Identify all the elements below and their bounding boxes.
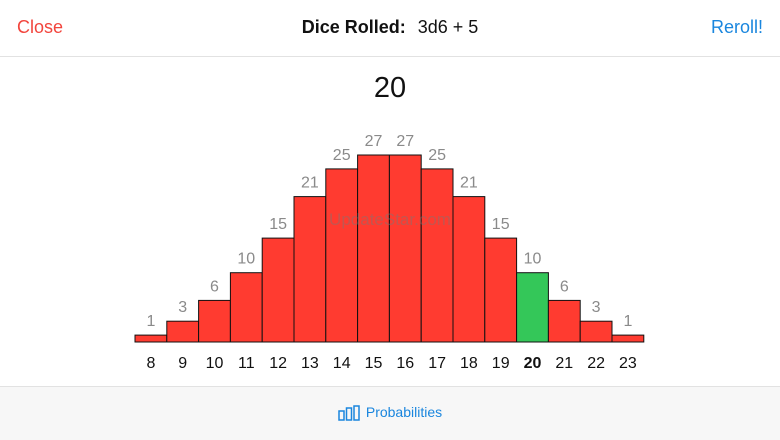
watermark: UpdateStar.com <box>329 210 451 229</box>
bar-8 <box>134 334 168 343</box>
top-bar: Close Dice Rolled: 3d6 + 5 Reroll! <box>0 0 780 57</box>
category-label-20: 20 <box>524 355 542 372</box>
bar-20 <box>516 272 549 343</box>
value-label-19: 15 <box>492 216 510 233</box>
bar-10 <box>198 299 231 343</box>
bar-22 <box>579 320 613 343</box>
category-label-14: 14 <box>333 355 351 372</box>
value-label-9: 3 <box>178 299 187 316</box>
reroll-button[interactable]: Reroll! <box>710 17 763 37</box>
dice-rolled-title: Dice Rolled: 3d6 + 5 <box>0 17 780 38</box>
probabilities-button[interactable]: Probabilities <box>0 404 780 421</box>
value-label-20: 10 <box>524 251 542 268</box>
value-label-17: 25 <box>428 147 446 164</box>
bar-13 <box>293 196 327 343</box>
bar-16 <box>388 154 422 343</box>
value-label-13: 21 <box>301 175 319 192</box>
bottom-toolbar: Probabilities <box>0 386 780 440</box>
bar-23 <box>611 334 645 343</box>
category-label-9: 9 <box>178 355 187 372</box>
category-label-12: 12 <box>269 355 287 372</box>
category-label-22: 22 <box>587 355 605 372</box>
value-label-8: 1 <box>146 313 155 330</box>
bar-14 <box>325 168 359 343</box>
value-label-12: 15 <box>269 216 287 233</box>
bar-21 <box>547 299 581 343</box>
value-label-14: 25 <box>333 147 351 164</box>
value-label-10: 6 <box>210 278 219 295</box>
bar-19 <box>484 237 518 343</box>
category-label-23: 23 <box>619 355 637 372</box>
title-label: Dice Rolled: <box>301 17 406 37</box>
bar-17 <box>420 168 454 343</box>
category-label-13: 13 <box>301 355 319 372</box>
distribution-chart: 1839610101115122113251427152716251721181… <box>134 133 645 372</box>
category-label-11: 11 <box>238 355 255 372</box>
roll-result: 20 <box>373 72 407 104</box>
probabilities-label: Probabilities <box>365 404 443 420</box>
category-label-18: 18 <box>460 355 478 372</box>
category-label-19: 19 <box>492 355 510 372</box>
value-label-22: 3 <box>592 299 601 316</box>
bar-9 <box>166 320 200 343</box>
category-label-16: 16 <box>396 355 414 372</box>
category-label-21: 21 <box>555 355 573 372</box>
bar-chart-icon <box>338 405 360 421</box>
close-button[interactable]: Close <box>17 17 64 37</box>
value-label-23: 1 <box>623 313 632 330</box>
category-label-10: 10 <box>206 355 224 372</box>
value-label-16: 27 <box>396 133 414 150</box>
value-label-15: 27 <box>365 133 383 150</box>
category-label-15: 15 <box>365 355 383 372</box>
category-label-17: 17 <box>428 355 446 372</box>
value-label-11: 10 <box>237 251 255 268</box>
value-label-18: 21 <box>460 175 478 192</box>
dice-expression: 3d6 + 5 <box>417 17 479 37</box>
value-label-21: 6 <box>560 278 569 295</box>
bar-12 <box>261 237 295 343</box>
bar-11 <box>229 272 263 343</box>
category-label-8: 8 <box>146 355 155 372</box>
bar-15 <box>357 154 390 343</box>
